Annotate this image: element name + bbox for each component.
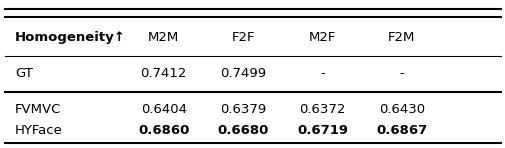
Text: -: - [320,67,324,80]
Text: 0.6404: 0.6404 [140,103,186,116]
Text: 0.6719: 0.6719 [296,124,347,137]
Text: Homogeneity↑: Homogeneity↑ [15,31,126,44]
Text: 0.6680: 0.6680 [217,124,268,137]
Text: FVMVC: FVMVC [15,103,61,116]
Text: M2F: M2F [308,31,335,44]
Text: 0.6379: 0.6379 [220,103,266,116]
Text: 0.6860: 0.6860 [138,124,189,137]
Text: 0.7412: 0.7412 [140,67,186,80]
Text: 0.7499: 0.7499 [220,67,266,80]
Text: GT: GT [15,67,33,80]
Text: M2M: M2M [148,31,179,44]
Text: HYFace: HYFace [15,124,63,137]
Text: -: - [398,67,403,80]
Text: 0.6430: 0.6430 [378,103,424,116]
Text: 0.6867: 0.6867 [375,124,427,137]
Text: F2M: F2M [387,31,415,44]
Text: 0.6372: 0.6372 [298,103,345,116]
Text: F2F: F2F [231,31,255,44]
